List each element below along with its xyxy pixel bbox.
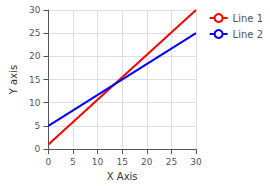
svg-text:10: 10 xyxy=(92,157,104,167)
svg-text:30: 30 xyxy=(29,5,41,15)
svg-text:5: 5 xyxy=(70,157,76,167)
svg-text:15: 15 xyxy=(29,75,40,85)
svg-text:X Axis: X Axis xyxy=(107,171,138,182)
svg-text:20: 20 xyxy=(29,51,41,61)
svg-text:Line 1: Line 1 xyxy=(233,13,263,24)
svg-text:Line 2: Line 2 xyxy=(233,29,263,40)
svg-text:0: 0 xyxy=(45,157,51,167)
svg-text:15: 15 xyxy=(116,157,127,167)
svg-text:0: 0 xyxy=(35,144,41,154)
svg-text:5: 5 xyxy=(35,121,41,131)
svg-text:20: 20 xyxy=(141,157,153,167)
svg-text:25: 25 xyxy=(29,28,40,38)
svg-text:30: 30 xyxy=(190,157,202,167)
svg-text:25: 25 xyxy=(166,157,177,167)
svg-text:Y axis: Y axis xyxy=(8,65,19,95)
svg-text:10: 10 xyxy=(29,98,41,108)
